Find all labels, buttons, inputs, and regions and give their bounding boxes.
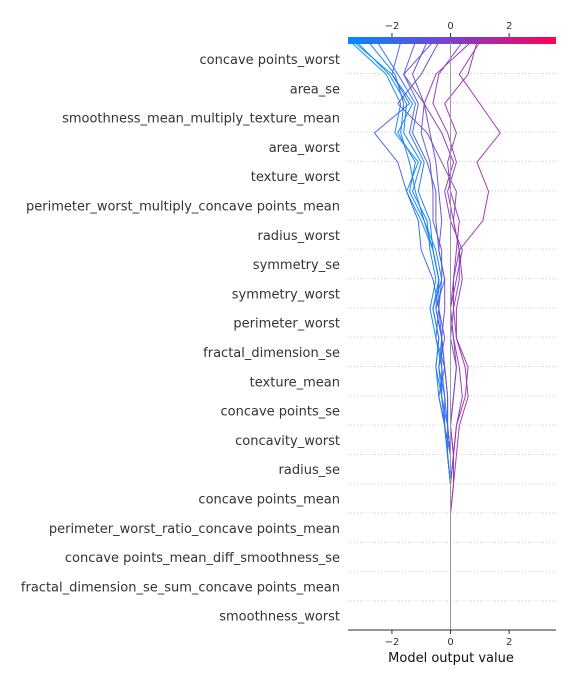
- feature-label: fractal_dimension_se_sum_concave points_…: [21, 580, 340, 595]
- x-axis-label: Model output value: [388, 651, 514, 666]
- feature-label: concave points_se: [221, 405, 340, 420]
- decision-line: [403, 41, 451, 630]
- feature-label: symmetry_worst: [232, 287, 340, 302]
- gridlines: [348, 73, 556, 631]
- feature-label: radius_worst: [258, 229, 341, 244]
- colorbar: [348, 37, 556, 44]
- feature-label: smoothness_mean_multiply_texture_mean: [62, 112, 340, 127]
- feature-label: texture_worst: [251, 170, 340, 185]
- feature-label: perimeter_worst_multiply_concave points_…: [26, 200, 340, 215]
- feature-label: symmetry_se: [253, 258, 340, 273]
- feature-label: concavity_worst: [235, 434, 340, 449]
- decision-line: [373, 41, 451, 630]
- x-tick-label: 2: [506, 637, 512, 648]
- feature-label: perimeter_worst_ratio_concave points_mea…: [49, 522, 340, 537]
- feature-labels: concave points_worst area_se smoothness_me…: [21, 53, 340, 625]
- feature-label: texture_mean: [250, 375, 340, 390]
- feature-label: radius_se: [279, 463, 340, 478]
- feature-label: smoothness_worst: [219, 610, 340, 625]
- feature-label: concave points_mean_diff_smoothness_se: [65, 551, 340, 566]
- top-tick-label: 0: [447, 21, 453, 32]
- top-tick-label: 2: [506, 21, 512, 32]
- top-axis: −2 0 2: [385, 21, 512, 37]
- feature-label: concave points_mean: [198, 493, 340, 508]
- top-tick-label: −2: [385, 21, 400, 32]
- feature-label: concave points_worst: [199, 53, 340, 68]
- feature-label: area_se: [290, 82, 340, 97]
- decision-line: [444, 41, 478, 630]
- feature-label: area_worst: [269, 141, 340, 156]
- x-tick-label: −2: [385, 637, 400, 648]
- bottom-axis: −2 0 2: [348, 629, 556, 648]
- x-tick-label: 0: [447, 637, 453, 648]
- decision-line: [403, 41, 451, 630]
- feature-label: fractal_dimension_se: [203, 346, 340, 361]
- feature-label: perimeter_worst: [233, 317, 340, 332]
